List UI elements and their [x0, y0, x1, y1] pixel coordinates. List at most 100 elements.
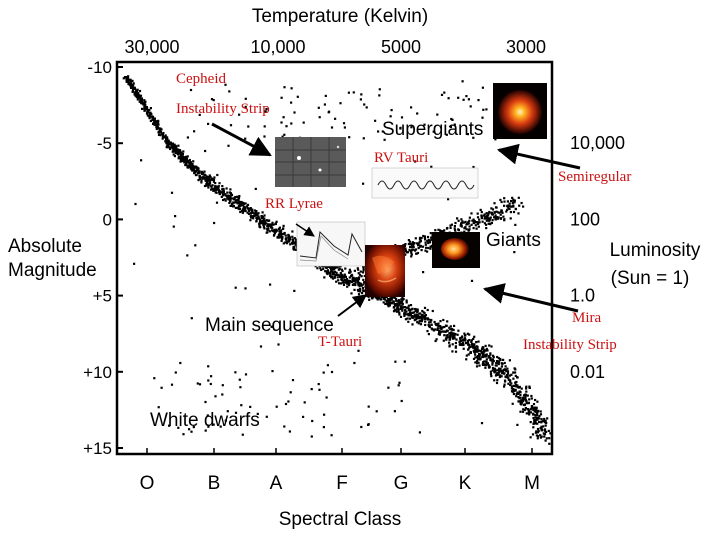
star-point	[428, 241, 431, 244]
star-point	[451, 350, 454, 353]
star-point	[132, 87, 135, 90]
star-point	[477, 350, 480, 353]
main-sequence-arrow	[337, 294, 368, 317]
star-point	[389, 299, 392, 302]
star-point	[135, 91, 138, 94]
star-point	[422, 311, 425, 314]
star-point	[192, 426, 195, 429]
mira-label-line2: Instability Strip	[523, 337, 617, 353]
star-point	[353, 288, 356, 291]
star-point	[244, 207, 247, 210]
star-point	[207, 365, 210, 368]
star-point	[482, 108, 485, 111]
star-point	[170, 191, 174, 194]
star-point	[333, 268, 336, 271]
star-point	[474, 353, 477, 356]
star-point	[422, 316, 425, 319]
star-point	[422, 271, 425, 274]
star-point	[471, 219, 474, 222]
star-point	[339, 275, 342, 279]
star-point	[487, 355, 490, 358]
star-point	[497, 211, 500, 214]
star-point	[262, 226, 265, 229]
star-point	[464, 220, 467, 223]
star-point	[499, 374, 502, 377]
star-point	[423, 123, 426, 126]
star-point	[429, 232, 432, 235]
star-point	[237, 206, 240, 209]
star-point	[495, 362, 498, 365]
star-point	[338, 282, 341, 285]
star-point	[421, 315, 424, 318]
star-point	[159, 127, 162, 130]
star-point	[482, 354, 485, 357]
star-point	[362, 289, 365, 292]
giants-label: Giants	[486, 230, 541, 251]
star-point	[456, 333, 459, 336]
star-point	[500, 362, 503, 365]
star-point	[133, 262, 136, 265]
star-point	[185, 160, 188, 163]
star-point	[240, 201, 243, 204]
star-point	[211, 184, 214, 187]
star-point	[318, 388, 321, 391]
star-point	[330, 268, 333, 271]
star-point	[518, 238, 521, 241]
star-point	[514, 381, 517, 384]
star-point	[489, 370, 492, 373]
star-point	[390, 298, 393, 301]
star-point	[449, 125, 452, 129]
star-point	[474, 356, 477, 359]
magnitude-tick-label: -10	[87, 58, 112, 77]
star-point	[443, 229, 446, 232]
star-point	[260, 215, 263, 218]
star-point	[475, 341, 478, 344]
star-point	[257, 212, 260, 215]
star-point	[397, 384, 400, 387]
star-point	[411, 246, 414, 249]
star-point	[378, 94, 381, 97]
star-point	[317, 383, 320, 386]
star-point	[410, 249, 413, 252]
star-point	[234, 201, 237, 204]
luminosity-axis-label-line2: (Sun = 1)	[611, 268, 690, 289]
star-point	[326, 364, 329, 367]
star-point	[483, 213, 486, 216]
star-point	[244, 137, 247, 140]
star-point	[490, 345, 493, 348]
star-point	[503, 368, 506, 371]
star-point	[492, 356, 495, 359]
star-point	[365, 106, 368, 109]
star-point	[429, 321, 432, 324]
star-point	[536, 437, 539, 440]
star-point	[449, 328, 452, 331]
star-point	[510, 385, 513, 388]
star-point	[159, 131, 162, 134]
star-point	[268, 223, 271, 226]
star-point	[429, 247, 432, 250]
star-point	[228, 194, 231, 198]
star-point	[238, 113, 241, 116]
star-point	[524, 399, 528, 402]
star-point	[166, 136, 169, 139]
star-point	[292, 240, 295, 243]
star-point	[536, 422, 539, 425]
star-point	[481, 116, 484, 119]
star-point	[547, 429, 550, 432]
star-point	[530, 397, 533, 400]
star-point	[201, 172, 204, 175]
star-point	[523, 397, 527, 400]
star-point	[465, 95, 468, 98]
star-point	[264, 220, 267, 223]
star-point	[512, 390, 516, 393]
star-point	[221, 393, 224, 396]
star-point	[517, 386, 520, 389]
star-point	[520, 403, 523, 406]
main-sequence-label: Main sequence	[205, 315, 334, 336]
star-point	[264, 221, 267, 224]
star-point	[426, 308, 429, 312]
star-point	[282, 227, 285, 230]
star-point	[367, 405, 370, 408]
star-point	[186, 136, 189, 139]
star-point	[465, 342, 468, 345]
